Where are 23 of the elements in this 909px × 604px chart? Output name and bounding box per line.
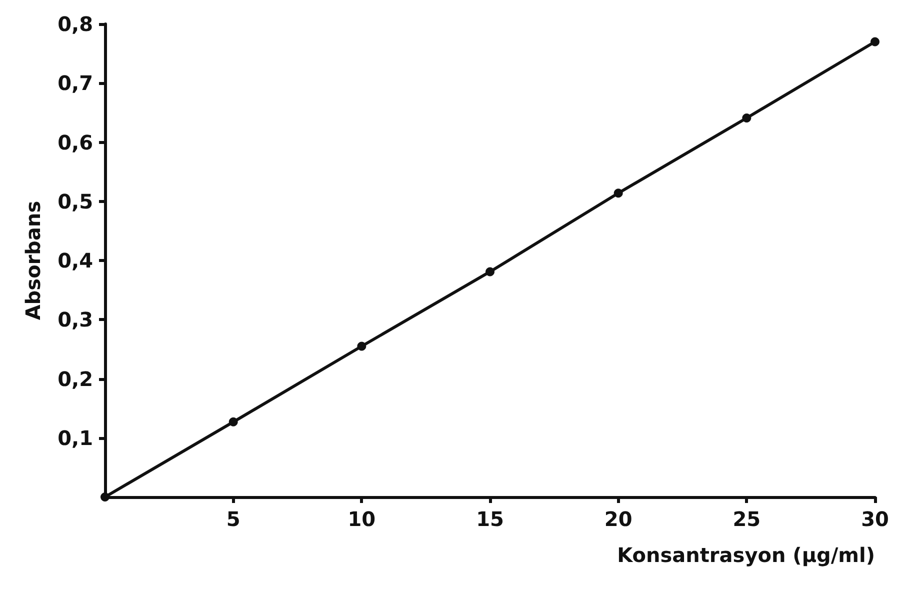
point: [100, 492, 110, 502]
x-axis-title: Konsantrasyon (µg/ml): [617, 543, 875, 567]
x-tick-label: 30: [861, 507, 889, 531]
x-tick-label: 5: [226, 507, 240, 531]
y-tick-label: 0,6: [58, 130, 93, 154]
x-tick-label: 20: [604, 507, 632, 531]
y-axis-title: Absorbans: [21, 200, 45, 320]
x-tick-label: 15: [476, 507, 504, 531]
x-tick-label: 10: [348, 507, 376, 531]
y-tick-label: 0,7: [58, 71, 93, 96]
y-tick-label: 0,3: [58, 308, 93, 332]
point: [228, 417, 238, 426]
point: [614, 188, 623, 198]
y-tick-label: 0,8: [58, 12, 93, 36]
y-tick-label: 0,2: [58, 366, 93, 391]
y-tick-label: 0,4: [58, 248, 93, 272]
point: [357, 342, 366, 351]
point: [486, 267, 494, 276]
y-tick-label: 0,1: [58, 426, 93, 450]
x-tick-label: 25: [732, 507, 761, 531]
point: [742, 114, 752, 123]
y-tick-label: 0,5: [58, 189, 93, 214]
point: [870, 37, 880, 46]
